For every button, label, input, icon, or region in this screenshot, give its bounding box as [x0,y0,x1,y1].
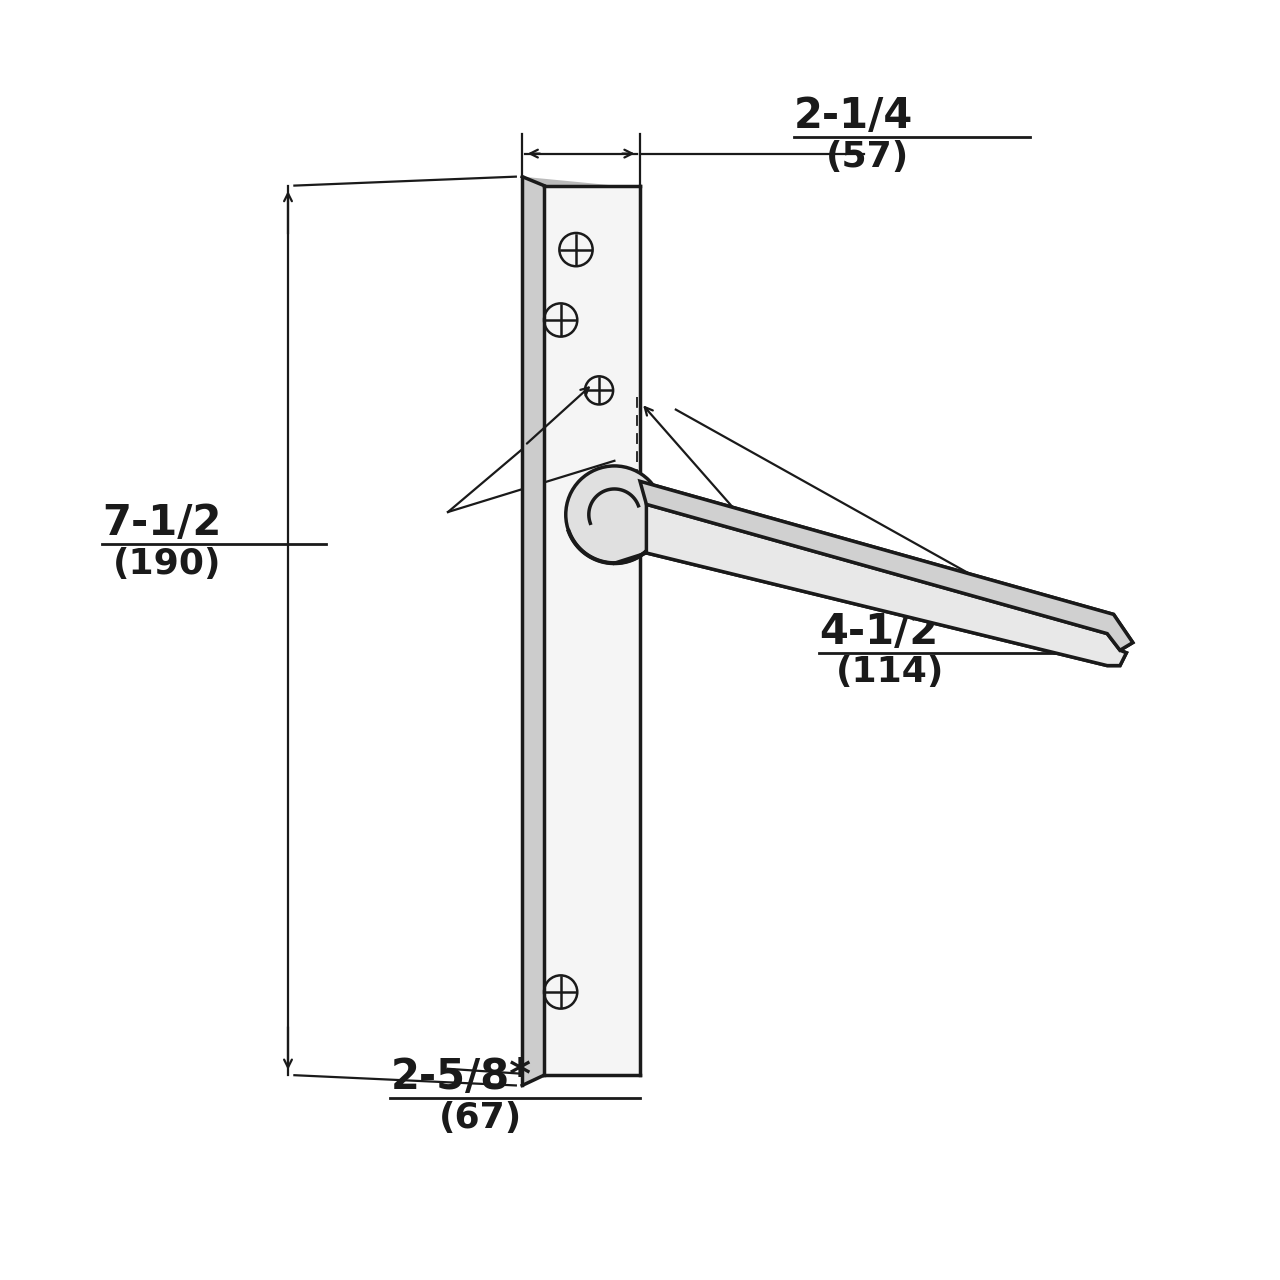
Text: 7-1/2: 7-1/2 [102,502,221,544]
Polygon shape [640,481,1133,650]
Polygon shape [640,481,1133,650]
Polygon shape [544,186,640,1075]
Text: (67): (67) [439,1101,522,1135]
Polygon shape [646,504,1126,666]
Polygon shape [522,177,641,188]
Text: (114): (114) [836,655,945,690]
Circle shape [566,466,663,563]
Text: (190): (190) [113,547,221,581]
Text: 4-1/2: 4-1/2 [819,611,938,653]
Polygon shape [646,504,1126,666]
Polygon shape [522,177,544,1085]
Text: (57): (57) [826,140,909,174]
Text: 2-1/4: 2-1/4 [794,95,913,137]
Text: 2-5/8*: 2-5/8* [390,1056,531,1098]
